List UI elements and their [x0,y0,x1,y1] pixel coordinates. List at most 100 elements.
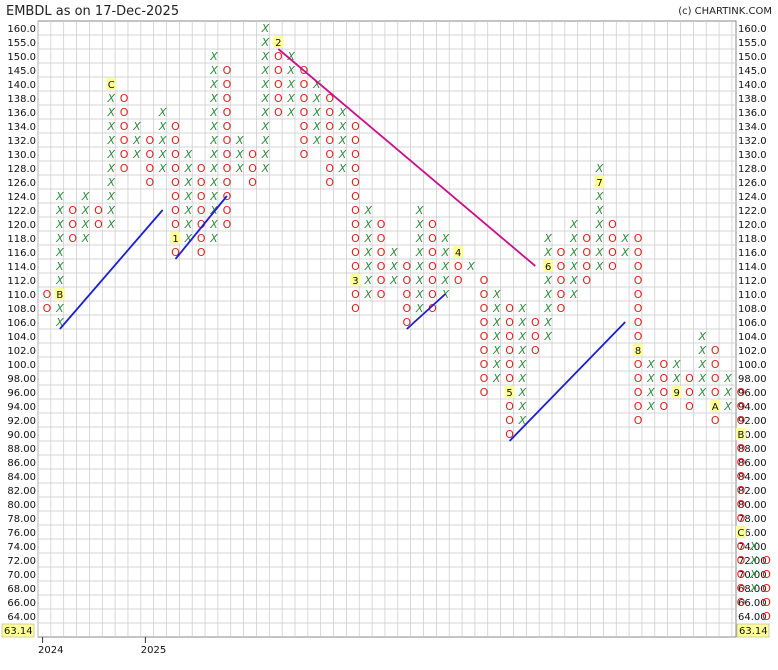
o-mark: O [325,148,334,161]
o-mark: O [505,302,514,315]
month-marker: A [712,402,719,413]
x-mark: X [543,330,552,343]
y-tick-label-left: 145.0 [7,66,36,77]
o-mark: O [94,218,103,231]
month-marker-bg [453,246,464,258]
o-mark: O [480,372,489,385]
bullish-trend-line [59,209,164,330]
o-mark: O [325,162,334,175]
x-mark: X [543,274,552,287]
x-mark: X [106,120,115,133]
o-mark: O [711,414,720,427]
o-mark: O [608,246,617,259]
x-mark: X [363,274,372,287]
o-mark: O [762,582,771,595]
month-marker: 9 [673,388,679,399]
y-tick-label-left: 155.0 [7,38,36,49]
x-mark: X [569,288,578,301]
y-tick-label-right: 114.0 [738,262,767,273]
o-mark: O [197,204,206,217]
x-axis-label: 2025 [141,645,166,656]
x-mark: X [81,232,90,245]
o-mark: O [197,190,206,203]
o-mark: O [659,386,668,399]
y-tick-label-right: 64.00 [738,612,767,623]
y-tick-label-right: 104.0 [738,332,767,343]
x-mark: X [209,120,218,133]
x-mark: X [55,204,64,217]
o-mark: O [428,232,437,245]
x-mark: X [235,162,244,175]
o-mark: O [685,400,694,413]
x-mark: X [543,302,552,315]
o-mark: O [634,316,643,329]
o-mark: O [223,120,232,133]
o-mark: O [531,330,540,343]
o-mark: O [531,316,540,329]
x-mark: X [492,358,501,371]
x-mark: X [55,260,64,273]
y-tick-label-left: 100.0 [7,360,36,371]
x-mark: X [209,106,218,119]
x-mark: X [81,190,90,203]
o-mark: O [351,260,360,273]
o-mark: O [223,106,232,119]
x-mark: X [81,204,90,217]
o-mark: O [762,554,771,567]
o-mark: O [171,176,180,189]
x-mark: X [389,260,398,273]
o-mark: O [582,260,591,273]
y-tick-label-right: 106.0 [738,318,767,329]
o-mark: O [480,316,489,329]
o-mark: O [197,176,206,189]
o-mark: O [634,288,643,301]
x-mark: X [338,134,347,147]
y-tick-label-right: 112.0 [738,276,767,287]
month-marker-bg [54,288,65,300]
o-mark: O [685,372,694,385]
y-tick-label-right: 136.0 [738,108,767,119]
x-mark: X [363,288,372,301]
x-mark: X [569,246,578,259]
y-tick-label-right: 140.0 [738,80,767,91]
x-mark: X [261,120,270,133]
o-mark: O [43,302,52,315]
x-mark: X [441,260,450,273]
x-mark: X [646,400,655,413]
o-mark: O [737,484,746,497]
y-tick-label-right: 132.0 [738,136,767,147]
y-tick-label-right: 128.0 [738,164,767,175]
x-mark: X [312,134,321,147]
x-mark: X [209,134,218,147]
o-mark: O [428,260,437,273]
o-mark: O [223,134,232,147]
x-mark: X [595,204,604,217]
o-mark: O [737,400,746,413]
x-mark: X [132,120,141,133]
x-mark: X [261,106,270,119]
o-mark: O [223,78,232,91]
x-axis-label: 2024 [38,645,63,656]
y-tick-label-right: 90.00 [738,430,767,441]
y-tick-label-right: 120.0 [738,220,767,231]
x-mark: X [723,386,732,399]
o-mark: O [762,568,771,581]
x-mark: X [723,372,732,385]
y-tick-label-left: 106.0 [7,318,36,329]
o-mark: O [505,330,514,343]
y-tick-label-right: 68.00 [738,584,767,595]
x-mark: X [286,106,295,119]
o-mark: O [300,148,309,161]
x-mark: X [569,218,578,231]
month-marker-bg [594,176,605,188]
month-marker: 6 [545,262,551,273]
y-tick-label-left: 122.0 [7,206,36,217]
x-mark: X [415,274,424,287]
y-tick-label-left: 86.00 [7,458,36,469]
month-marker-bg [170,232,181,244]
x-mark: X [518,316,527,329]
y-tick-label-right: 150.0 [738,52,767,63]
o-mark: O [274,106,283,119]
y-tick-label-left: 102.0 [7,346,36,357]
